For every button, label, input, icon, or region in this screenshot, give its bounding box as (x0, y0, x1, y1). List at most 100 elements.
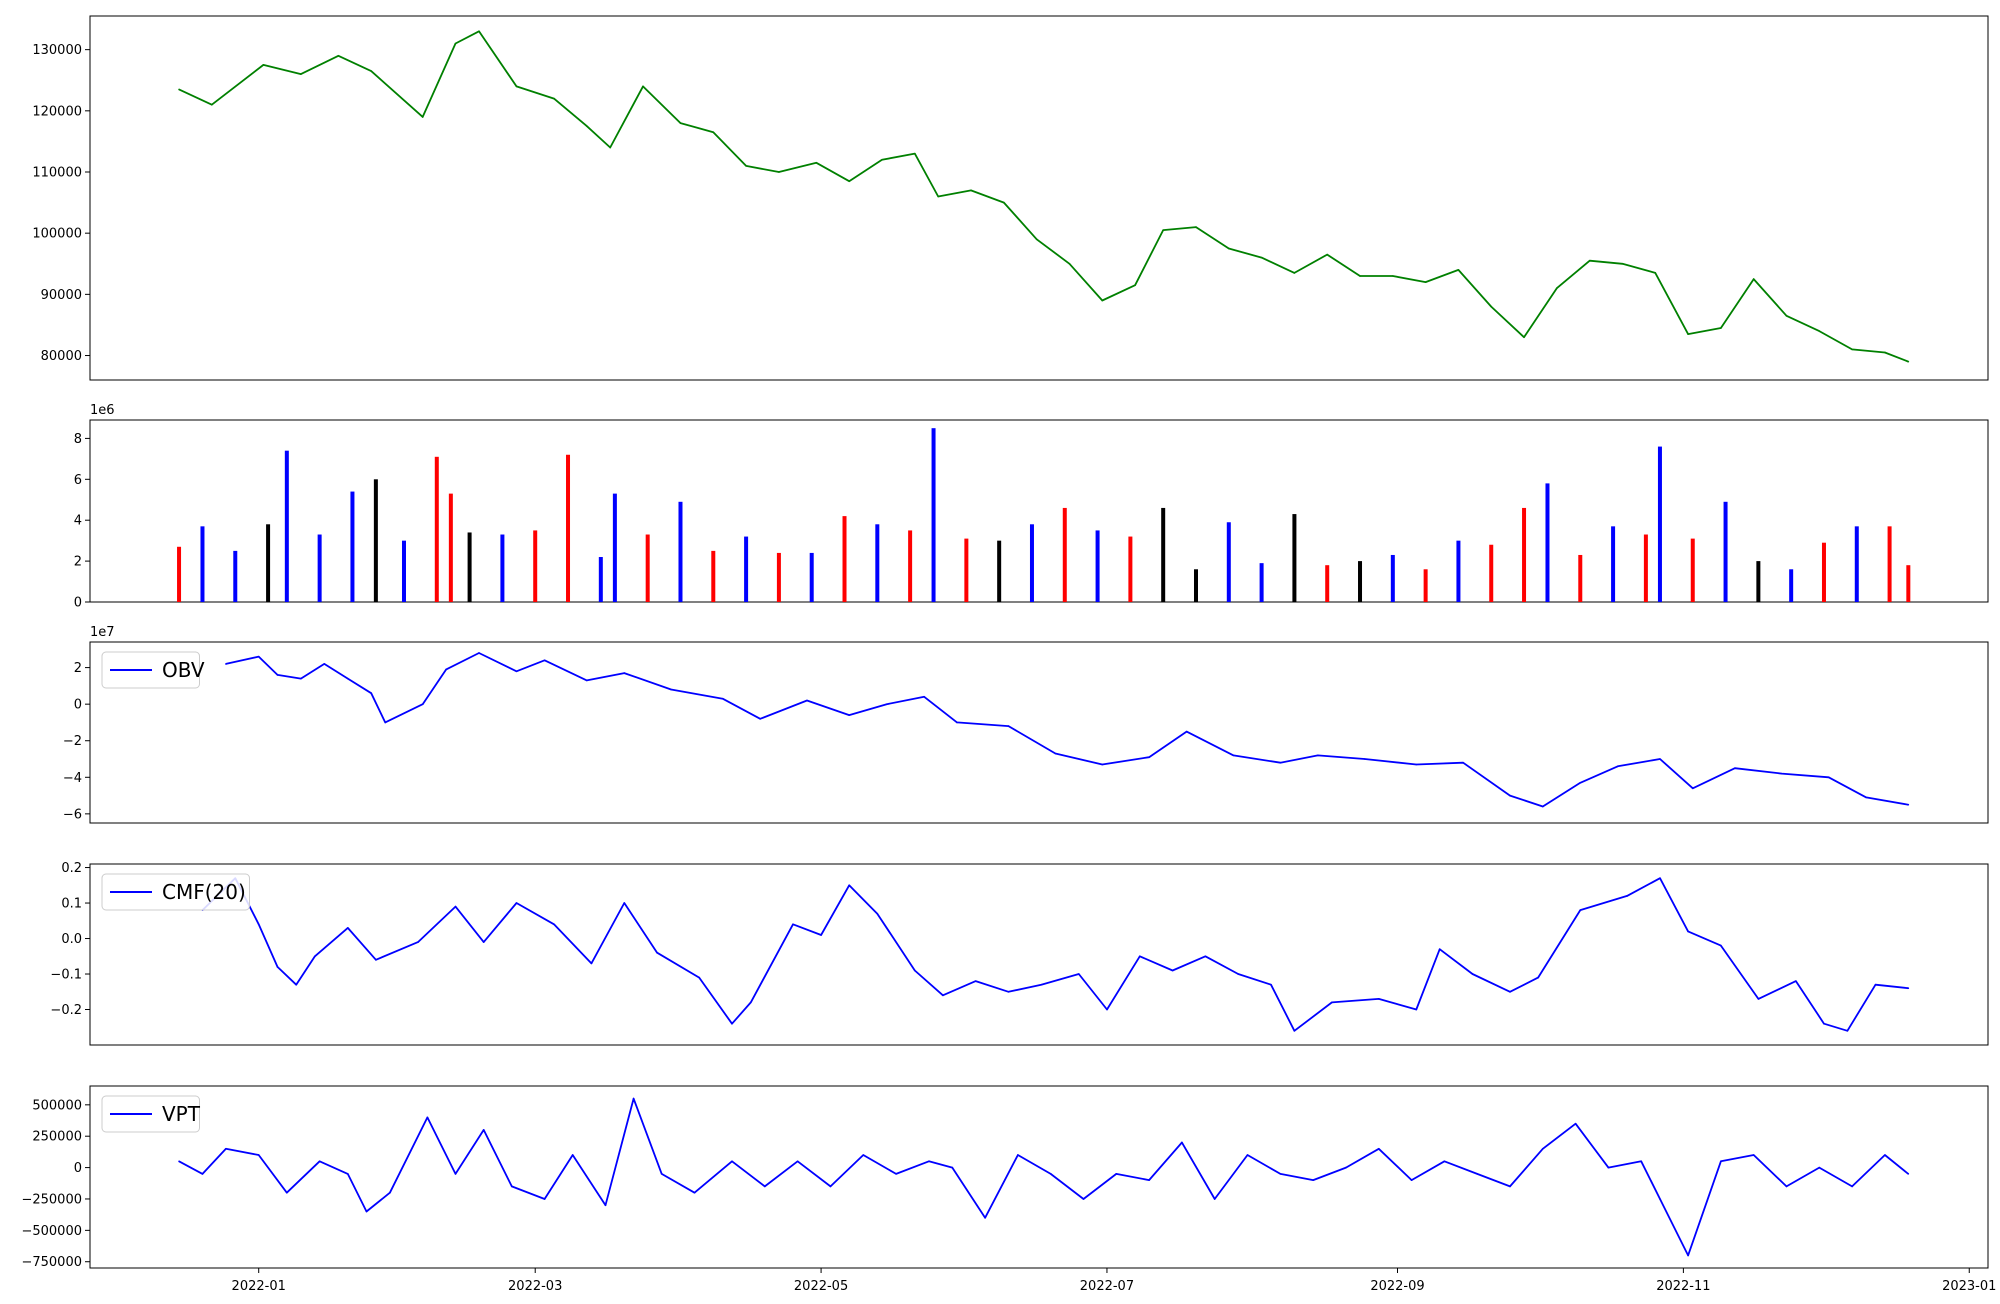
vpt-data-point (201, 1173, 204, 1175)
volume-bar (467, 532, 472, 602)
price-data-point (848, 180, 850, 182)
price-ytick-label: 80000 (41, 349, 82, 364)
cmf-data-point (1823, 1022, 1825, 1025)
obv-data-point (225, 663, 227, 665)
obv-data-point (1734, 767, 1736, 769)
price-ytick-label: 100000 (32, 227, 82, 242)
cmf-legend-box (101, 873, 250, 911)
price-data-point (370, 70, 372, 72)
volume-ytick-label: 6 (74, 473, 82, 488)
volume-bar (1226, 522, 1231, 602)
obv-data-point (478, 652, 480, 654)
volume-bar (645, 534, 650, 602)
cmf-data-point (1659, 877, 1661, 879)
obv-data-point (323, 663, 326, 665)
vpt-data-point (346, 1173, 349, 1175)
price-panel: 80000 90000 100000 110000 120000 130000 (32, 15, 1989, 381)
vpt-data-point (318, 1160, 321, 1163)
volume-bar (1325, 565, 1330, 602)
volume-bar (1522, 507, 1527, 602)
obv-data-point (1659, 758, 1661, 760)
vpt-data-point (1213, 1198, 1216, 1200)
volume-bar (1690, 538, 1695, 602)
obv-legend-label: OBV (162, 658, 205, 682)
volume-bar (1821, 542, 1826, 602)
volume-ytick-label: 0 (74, 596, 82, 611)
vpt-data-point (482, 1129, 485, 1131)
volume-bar (1292, 514, 1297, 602)
volume-bar (177, 546, 182, 602)
obv-data-point (1317, 754, 1319, 757)
obv-data-point (1616, 765, 1619, 768)
vpt-data-point (1312, 1179, 1314, 1181)
cmf-data-point (1907, 987, 1910, 990)
obv-data-point (1865, 796, 1867, 799)
volume-bar (1756, 561, 1761, 602)
vpt-data-point (604, 1204, 607, 1207)
price-data-point (1654, 272, 1657, 274)
price-data-point (421, 116, 424, 118)
cmf-data-point (1509, 990, 1511, 993)
price-data-point (778, 171, 780, 173)
cmf-data-point (1438, 948, 1441, 950)
obv-ytick-label: −4 (63, 771, 82, 786)
vpt-data-point (731, 1160, 733, 1163)
vpt-ytick-label: −750000 (21, 1255, 82, 1270)
vpt-data-point (1785, 1185, 1788, 1188)
price-data-point (262, 64, 265, 66)
price-data-point (1326, 253, 1329, 256)
vpt-data-point (764, 1185, 766, 1188)
vpt-data-point (1851, 1185, 1853, 1188)
volume-bar (1657, 446, 1662, 602)
volume-bar (1789, 569, 1794, 602)
volume-bar (809, 552, 814, 602)
price-data-point (1162, 229, 1164, 231)
price-data-point (970, 189, 972, 192)
volume-bar (744, 536, 749, 602)
vpt-data-point (365, 1210, 368, 1213)
vpt-data-point (1115, 1173, 1118, 1175)
obv-data-point (421, 703, 424, 705)
cmf-data-point (731, 1022, 733, 1025)
volume-bar (1545, 483, 1550, 602)
obv-data-point (585, 679, 588, 682)
volume-bar (678, 501, 683, 602)
cmf-panel: −0.2 −0.1 0.0 0.1 0.2 CMF(20) (50, 861, 1989, 1046)
volume-bar (1128, 536, 1133, 602)
vpt-data-point (928, 1160, 930, 1163)
price-data-point (1035, 238, 1038, 241)
price-data-point (745, 165, 747, 167)
vpt-legend: VPT (101, 1095, 201, 1133)
obv-data-point (300, 677, 302, 680)
price-data-point (300, 73, 302, 75)
cmf-data-point (1795, 980, 1797, 982)
cmf-data-point (820, 934, 822, 936)
vpt-data-point (1818, 1166, 1821, 1169)
obv-data-point (1185, 730, 1188, 733)
price-data-point (1359, 275, 1361, 277)
vpt-ytick-label: −500000 (21, 1224, 82, 1239)
cmf-data-point (375, 959, 377, 961)
obv-data-point (276, 674, 279, 676)
obv-data-point (515, 670, 518, 673)
obv-ytick-label: −2 (63, 734, 82, 749)
cmf-data-point (1007, 990, 1010, 993)
price-plot-area (178, 30, 1910, 363)
vpt-data-point (1476, 1173, 1478, 1175)
vpt-data-point (1377, 1147, 1380, 1150)
volume-bar (373, 479, 378, 602)
volume-bar (908, 530, 913, 602)
price-data-point (1523, 336, 1525, 338)
price-ytick-label: 120000 (32, 104, 82, 119)
cmf-data-point (1237, 973, 1239, 975)
price-data-point (1424, 281, 1427, 283)
volume-bar (566, 454, 571, 602)
cmf-data-point (1757, 998, 1760, 1000)
vpt-data-point (829, 1185, 832, 1188)
vpt-data-point (1082, 1198, 1085, 1200)
price-data-point (1003, 201, 1005, 204)
cmf-data-point (914, 969, 916, 972)
vpt-data-point (632, 1097, 635, 1100)
vpt-data-point (1443, 1160, 1446, 1163)
